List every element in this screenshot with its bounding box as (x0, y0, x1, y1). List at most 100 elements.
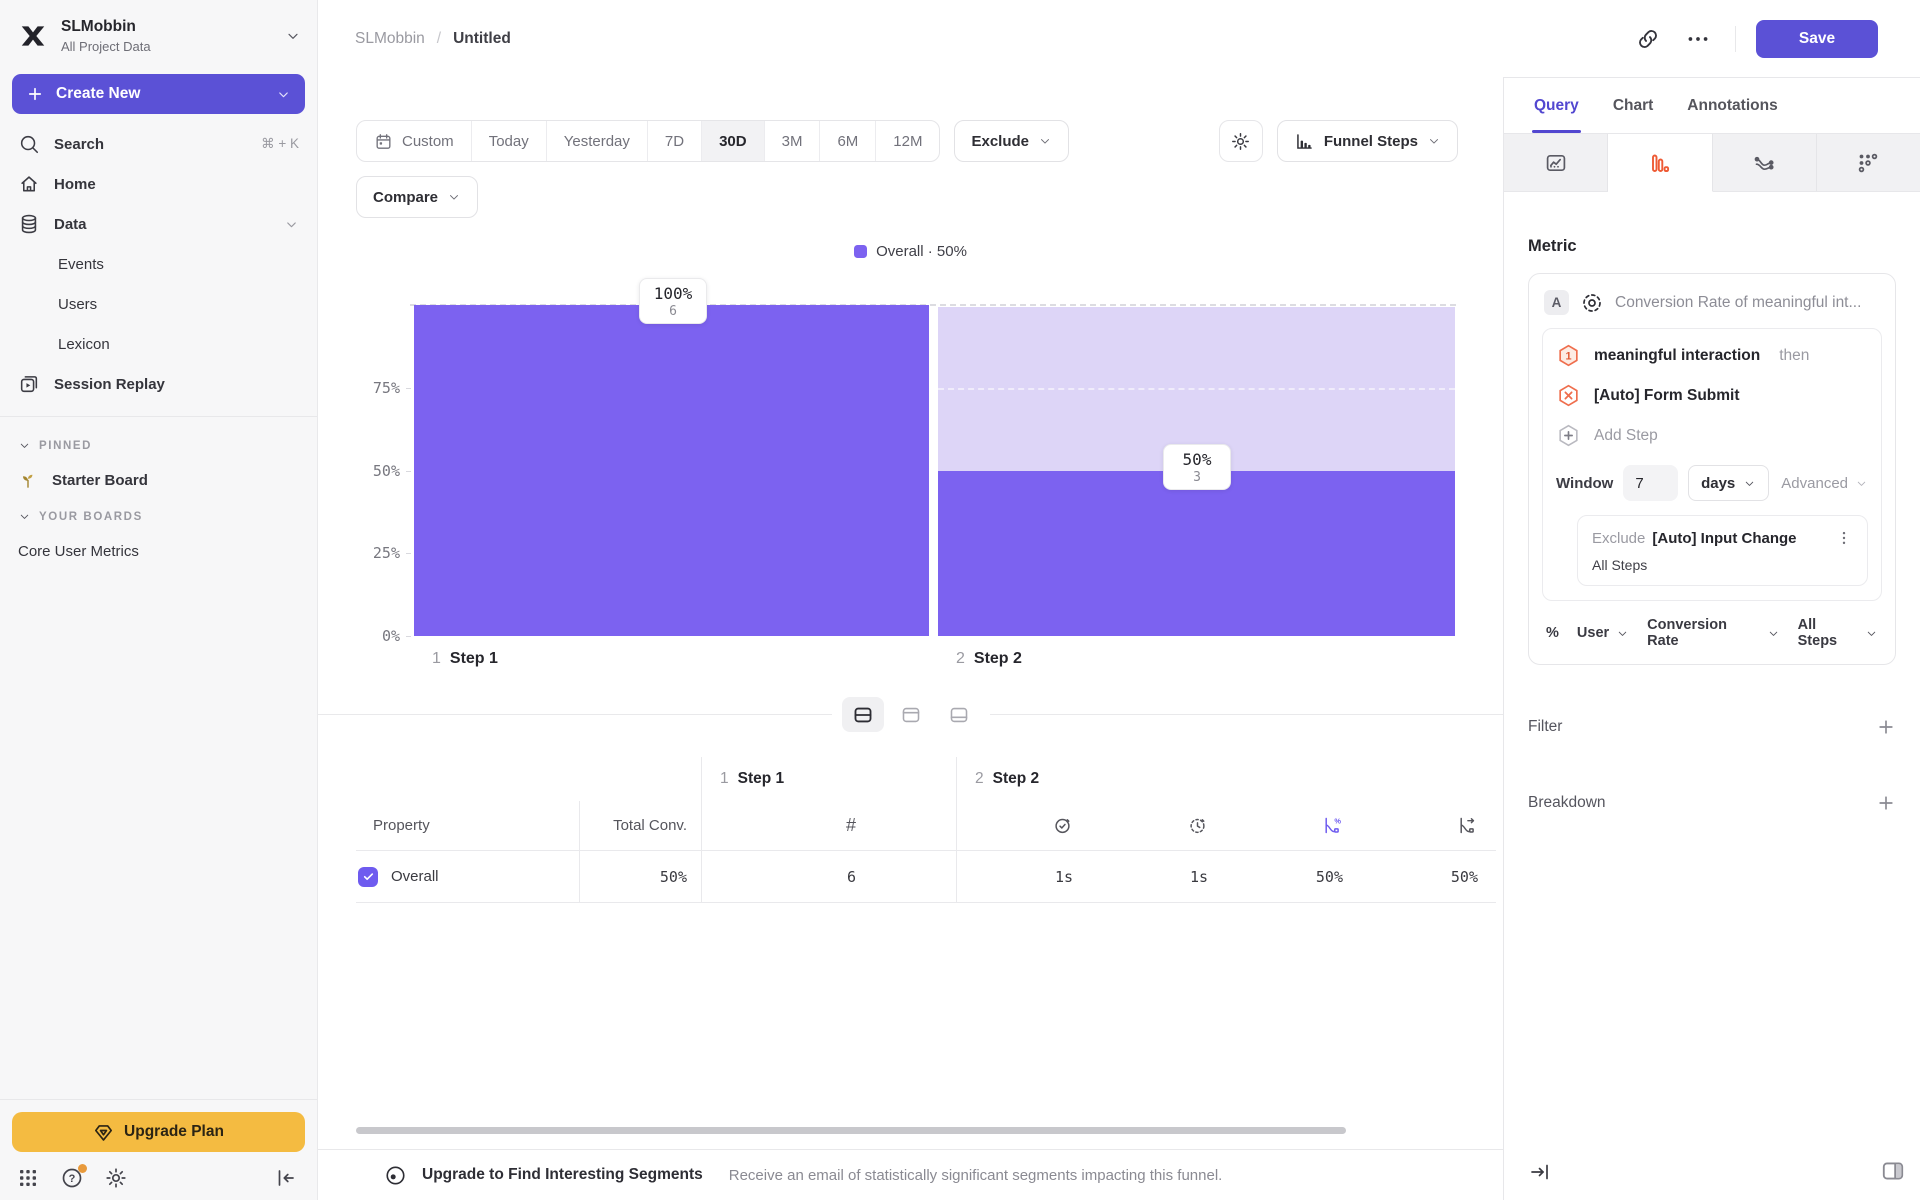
range-3m[interactable]: 3M (765, 121, 821, 161)
breadcrumb-title[interactable]: Untitled (453, 30, 511, 47)
y-axis-tick: 0% (381, 627, 400, 645)
column-header-total-conv[interactable]: Total Conv. (579, 801, 701, 851)
steps-scope-select[interactable]: All Steps (1798, 617, 1878, 649)
retention-chart-tab[interactable] (1817, 134, 1920, 191)
tab-annotations[interactable]: Annotations (1687, 96, 1778, 114)
window-value-input[interactable]: 7 (1623, 465, 1679, 501)
column-header-median-time[interactable] (1091, 801, 1226, 851)
sidebar-item-lexicon[interactable]: Lexicon (58, 335, 110, 353)
compare-button[interactable]: Compare (356, 176, 479, 218)
breadcrumb-separator: / (436, 30, 442, 47)
funnel-bar-step2[interactable] (938, 470, 1455, 636)
chevron-down-icon (284, 217, 299, 232)
chevron-down-icon (1767, 627, 1780, 640)
sidebar-item-home[interactable]: Home (0, 164, 317, 204)
workspace-switcher[interactable]: SLMobbin All Project Data (0, 0, 317, 68)
settings-gear-icon[interactable] (104, 1166, 128, 1190)
horizontal-scrollbar[interactable] (356, 1127, 1346, 1134)
kebab-menu-icon[interactable] (1835, 529, 1853, 547)
sidebar-item-data[interactable]: Data (0, 204, 317, 244)
pinned-section-header[interactable]: PINNED (0, 429, 317, 460)
chevron-down-icon (1865, 627, 1878, 640)
breadcrumb-project[interactable]: SLMobbin (355, 30, 425, 47)
step-2-badge (1556, 383, 1581, 408)
layout-chart-only-icon[interactable] (890, 697, 932, 732)
more-options-icon[interactable] (1685, 26, 1711, 52)
exclude-button[interactable]: Exclude (954, 120, 1070, 162)
apps-grid-icon[interactable] (16, 1166, 40, 1190)
tab-query[interactable]: Query (1532, 78, 1581, 133)
upgrade-segments-banner[interactable]: Upgrade to Find Interesting Segments Rec… (318, 1149, 1503, 1200)
layout-toggle-row (318, 697, 1503, 733)
column-header-conversion-rate[interactable]: % (1226, 801, 1361, 851)
sidebar-item-users[interactable]: Users (58, 295, 98, 313)
funnel-step-2[interactable]: [Auto] Form Submit (1556, 383, 1868, 408)
window-unit-select[interactable]: days (1688, 465, 1770, 501)
layout-table-only-icon[interactable] (938, 697, 980, 732)
add-step-button[interactable]: Add Step (1556, 423, 1868, 448)
chart-legend[interactable]: Overall · 50% (318, 243, 1503, 260)
chart-settings-button[interactable] (1218, 120, 1263, 162)
skip-to-end-icon[interactable] (1528, 1160, 1552, 1184)
insights-chart-tab[interactable] (1504, 134, 1609, 191)
save-button[interactable]: Save (1756, 20, 1878, 58)
your-boards-section-header[interactable]: YOUR BOARDS (0, 500, 317, 531)
sidebar-item-starter-board[interactable]: Starter Board (0, 460, 317, 500)
sidebar-item-search[interactable]: Search ⌘ + K (0, 124, 317, 164)
window-label: Window (1556, 474, 1614, 492)
sidebar-item-events[interactable]: Events (58, 255, 104, 273)
range-12m[interactable]: 12M (893, 132, 923, 150)
chevron-down-icon (447, 190, 461, 204)
sidebar-item-session-replay[interactable]: Session Replay (0, 364, 317, 404)
range-yesterday[interactable]: Yesterday (547, 121, 648, 161)
range-7d[interactable]: 7D (648, 121, 703, 161)
toggle-panel-layout-icon[interactable] (1880, 1158, 1906, 1184)
counting-method-select[interactable]: User (1577, 625, 1629, 641)
funnel-bar-step1[interactable] (414, 305, 929, 636)
median-time-icon (1187, 815, 1208, 836)
funnels-chart-tab[interactable] (1608, 134, 1713, 192)
row-checkbox[interactable] (358, 866, 378, 887)
measurement-select[interactable]: Conversion Rate (1647, 617, 1779, 649)
add-breakdown-plus-icon[interactable] (1876, 793, 1896, 813)
sidebar-item-core-user-metrics[interactable]: Core User Metrics (18, 542, 139, 560)
legend-swatch (854, 245, 868, 258)
help-icon[interactable]: ? (60, 1164, 87, 1190)
funnel-step-1[interactable]: 1 meaningful interaction then (1556, 343, 1868, 368)
create-new-button[interactable]: Create New (12, 74, 305, 114)
collapse-sidebar-icon[interactable] (273, 1166, 297, 1190)
metric-letter-badge[interactable]: A (1544, 290, 1569, 315)
advanced-toggle[interactable]: Advanced (1781, 475, 1868, 492)
chevron-down-icon (18, 439, 31, 452)
table-group-step1: 1 Step 1 (701, 757, 956, 801)
column-header-property[interactable]: Property (356, 801, 579, 851)
range-custom[interactable]: Custom (357, 121, 472, 161)
metric-title[interactable]: Conversion Rate of meaningful int... (1615, 293, 1862, 311)
range-30d[interactable]: 30D (702, 121, 765, 161)
column-header-count[interactable]: # (701, 801, 956, 851)
range-today[interactable]: Today (472, 121, 547, 161)
retention-dots-icon (1856, 151, 1880, 175)
filter-label: Filter (1528, 718, 1563, 735)
metric-settings-icon[interactable] (1580, 291, 1604, 315)
layout-split-icon[interactable] (841, 697, 884, 732)
exclusion-scope-select[interactable]: All Steps (1592, 557, 1648, 573)
add-filter-plus-icon[interactable] (1876, 717, 1896, 737)
exclusion-card[interactable]: Exclude [Auto] Input Change All Steps (1577, 515, 1868, 586)
tab-chart[interactable]: Chart (1612, 96, 1654, 114)
copy-link-icon[interactable] (1635, 26, 1661, 52)
funnel-steps-icon (1294, 131, 1315, 152)
range-6m[interactable]: 6M (820, 121, 877, 161)
line-chart-icon (1544, 151, 1568, 175)
funnel-bar-step2-lost[interactable] (938, 307, 1455, 471)
value-label-step2: 50% 3 (1163, 443, 1231, 490)
upgrade-plan-button[interactable]: Upgrade Plan (12, 1112, 305, 1152)
main-content: Custom Today Yesterday 7D 30D 3M 6M 12M … (318, 0, 1503, 1200)
svg-text:%: % (1334, 816, 1341, 825)
chevron-down-icon (1855, 477, 1868, 490)
column-header-conversion-from-previous[interactable] (1361, 801, 1496, 851)
chart-view-selector[interactable]: Funnel Steps (1276, 120, 1458, 162)
flows-chart-tab[interactable] (1713, 134, 1817, 191)
column-header-avg-time[interactable] (956, 801, 1091, 851)
